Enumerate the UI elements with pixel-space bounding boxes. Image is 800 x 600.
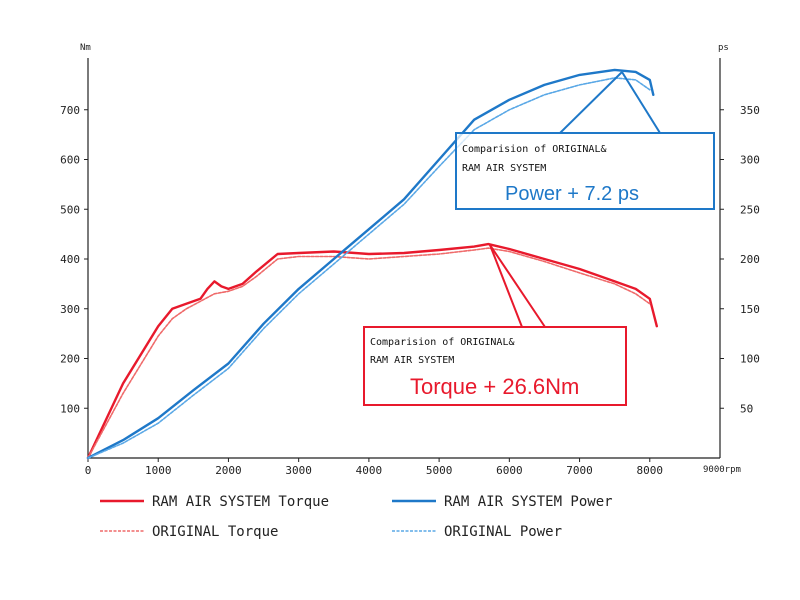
torque-leader-line [489,244,546,328]
torque-annotation-line1: Comparision of ORIGINAL& [370,337,515,348]
power-annotation-line1: Comparision of ORIGINAL& [462,144,607,155]
x-tick-label: 5000 [426,464,453,477]
right-tick-label: 300 [740,154,760,167]
x-tick-label: 2000 [215,464,242,477]
power-leader-line [559,71,623,134]
left-tick-label: 300 [60,303,80,316]
torque-leader-line [489,244,523,328]
x-tick-label: 7000 [566,464,593,477]
series-line-original-power [87,77,651,459]
left-tick-label: 700 [60,104,80,117]
x-tick-label: 1000 [145,464,172,477]
legend-label-original-power: ORIGINAL Power [444,524,562,540]
right-tick-label: 100 [740,353,760,366]
left-tick-label: 400 [60,253,80,266]
power-annotation-box [455,132,715,210]
right-tick-label: 250 [740,203,760,216]
left-tick-label: 500 [60,203,80,216]
x-tick-label: 8000 [637,464,664,477]
left-tick-label: 100 [60,402,80,415]
torque-annotation-highlight: Torque + 26.6Nm [410,374,579,399]
series-line-ram-air-system-torque [86,242,658,460]
power-annotation-line2: RAM AIR SYSTEM [462,163,546,174]
left-tick-label: 200 [60,353,80,366]
right-tick-label: 50 [740,402,753,415]
right-tick-label: 350 [740,104,760,117]
left-tick-label: 600 [60,154,80,167]
power-leader-line [621,71,661,134]
legend-label-original-torque: ORIGINAL Torque [152,524,278,540]
x-axis-unit: 9000rpm [703,465,741,475]
series-line-ram-air-system-power [86,68,655,460]
right-tick-label: 200 [740,253,760,266]
axes: Nm ps 9000rpm 0 1000 2000 3000 4000 5000 6000 7000… [60,43,760,477]
x-tick-label: 6000 [496,464,523,477]
left-axis-unit: Nm [80,43,91,53]
x-tick-label: 0 [85,464,92,477]
torque-annotation-box [363,326,627,406]
x-tick-label: 3000 [285,464,312,477]
series-layer [86,68,658,460]
legend-label-ram-air-system-power: RAM AIR SYSTEM Power [444,494,613,510]
legend: RAM AIR SYSTEM Torque RAM AIR SYSTEM Powe… [100,494,613,540]
power-annotation-highlight: Power + 7.2 ps [505,183,639,205]
right-axis-unit: ps [718,43,729,53]
right-tick-label: 150 [740,303,760,316]
annotation-layer: Comparision of ORIGINAL&RAM AIR SYSTEM Po… [363,71,715,406]
series-line-original-torque [87,247,651,459]
legend-label-ram-air-system-torque: RAM AIR SYSTEM Torque [152,494,329,510]
x-tick-label: 4000 [356,464,383,477]
torque-annotation-line2: RAM AIR SYSTEM [370,355,454,366]
